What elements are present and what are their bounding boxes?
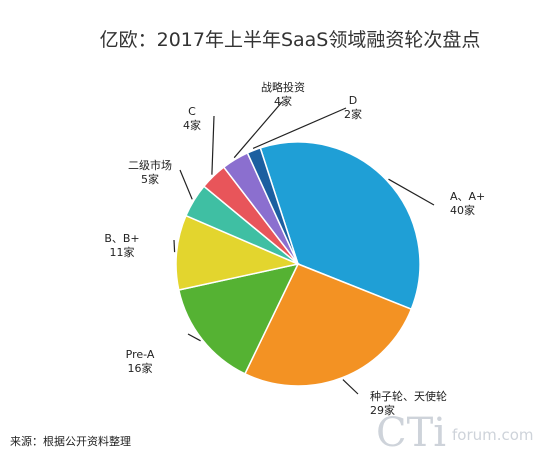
watermark-logo: CTi (376, 410, 446, 456)
slice-label-0: A、A+ 40家 (450, 190, 485, 217)
pie-slice-3 (175, 214, 301, 291)
leader-line-6 (233, 101, 283, 159)
slice-label-1: 种子轮、天使轮 29家 (370, 389, 447, 417)
watermark: CTi forum.com (376, 410, 534, 456)
slice-label-2: Pre-A 16家 (126, 348, 155, 375)
pie-slice-1 (243, 263, 413, 387)
source-note: 来源：根据公开资料整理 (10, 435, 131, 448)
pie-slices (175, 141, 421, 387)
pie-slice-0 (259, 141, 421, 311)
chart-title: 亿欧：2017年上半年SaaS领域融资轮次盘点 (100, 29, 481, 51)
leader-lines (173, 101, 435, 395)
slice-label-3: B、B+ 11家 (104, 232, 139, 259)
leader-line-7 (252, 107, 347, 149)
leader-line-1 (342, 379, 359, 395)
leader-line-4 (179, 169, 193, 200)
slice-label-5: C 4家 (183, 105, 201, 132)
slice-label-7: D 2家 (344, 94, 362, 121)
pie-slice-7 (246, 147, 299, 265)
slice-label-4: 二级市场 5家 (128, 158, 172, 186)
leader-line-2 (187, 333, 201, 342)
watermark-text: forum.com (452, 426, 534, 444)
leader-line-3 (173, 239, 176, 253)
leader-line-0 (388, 178, 435, 206)
pie-slice-2 (177, 262, 300, 375)
leader-line-5 (211, 115, 215, 175)
slice-label-6: 战略投资 4家 (261, 80, 305, 108)
